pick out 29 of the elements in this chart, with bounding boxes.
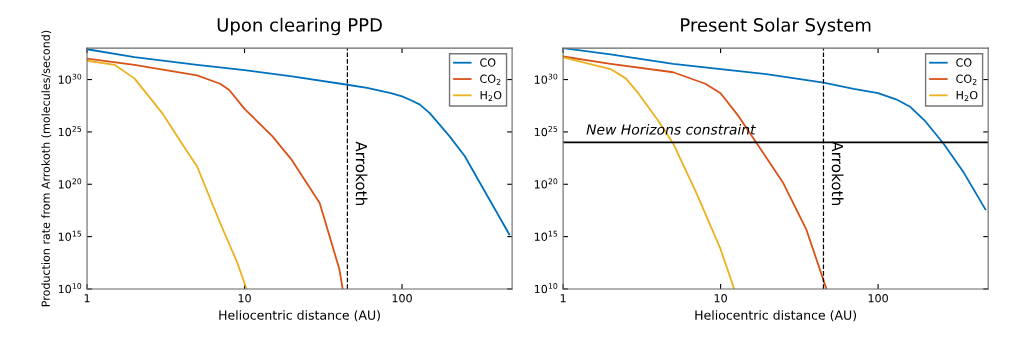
y-tick-label: 10$^{30}$	[58, 73, 82, 84]
y-tick-label: 10$^{20}$	[534, 178, 558, 189]
legend-label: H$_{2}$O	[956, 90, 978, 101]
ref-line-label: Arrokoth	[831, 141, 844, 206]
y-tick-label: 10$^{15}$	[58, 230, 82, 241]
legend-label: CO	[480, 58, 496, 67]
x-tick-label: 1	[560, 294, 566, 303]
y-tick-label: 10$^{30}$	[534, 73, 558, 84]
y-tick-label: 10$^{25}$	[534, 126, 558, 137]
y-tick-label: 10$^{25}$	[58, 126, 82, 137]
chart-title: Upon clearing PPD	[217, 17, 382, 36]
y-tick-label: 10$^{10}$	[58, 283, 82, 294]
ref-line-label: Arrokoth	[355, 141, 368, 206]
y-tick-label: 10$^{10}$	[534, 283, 558, 294]
x-tick-label: 100	[868, 294, 888, 303]
legend-label: H$_{2}$O	[480, 90, 502, 101]
y-axis-title: Production rate from Arrokoth (molecules/second)	[41, 30, 52, 307]
x-axis-title: Heliocentric distance (AU)	[219, 310, 380, 322]
x-tick-label: 10	[238, 294, 251, 303]
x-tick-label: 1	[84, 294, 90, 303]
legend-label: CO	[956, 58, 972, 67]
legend-label: CO$_{2}$	[480, 74, 501, 85]
x-tick-label: 10	[714, 294, 727, 303]
x-tick-label: 100	[392, 294, 412, 303]
chart-title: Present Solar System	[681, 17, 871, 36]
legend-label: CO$_{2}$	[956, 74, 977, 85]
y-tick-label: 10$^{15}$	[534, 230, 558, 241]
x-axis-title: Heliocentric distance (AU)	[695, 310, 857, 322]
y-tick-label: 10$^{20}$	[58, 178, 82, 189]
